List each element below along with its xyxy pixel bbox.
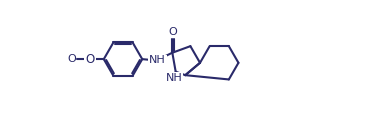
Text: NH: NH [166, 73, 183, 83]
Text: O: O [68, 54, 76, 64]
Text: O: O [168, 27, 177, 37]
Text: O: O [85, 53, 94, 66]
Text: NH: NH [149, 55, 166, 65]
Text: O: O [85, 54, 94, 64]
Text: O: O [85, 54, 94, 64]
